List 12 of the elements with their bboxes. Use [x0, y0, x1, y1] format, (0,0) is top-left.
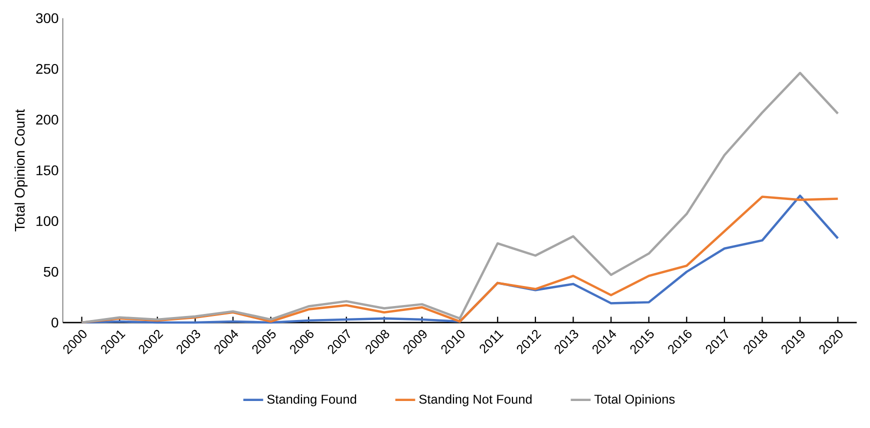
- y-tick-label: 50: [44, 266, 58, 277]
- y-tick-label: 100: [36, 216, 58, 226]
- y-tick-label: 0: [52, 317, 58, 328]
- y-tick-label: 150: [36, 165, 58, 176]
- y-tick-label: 200: [36, 114, 58, 124]
- y-tick-label: 300: [36, 13, 58, 23]
- legend-label: Standing Not Found: [419, 394, 532, 406]
- legend-label: Standing Found: [267, 394, 356, 406]
- y-tick-label: 250: [36, 64, 58, 74]
- legend-label: Total Opinions: [594, 394, 675, 406]
- line-series: [80, 72, 840, 324]
- y-axis-title: Total Opinion Count: [14, 109, 28, 232]
